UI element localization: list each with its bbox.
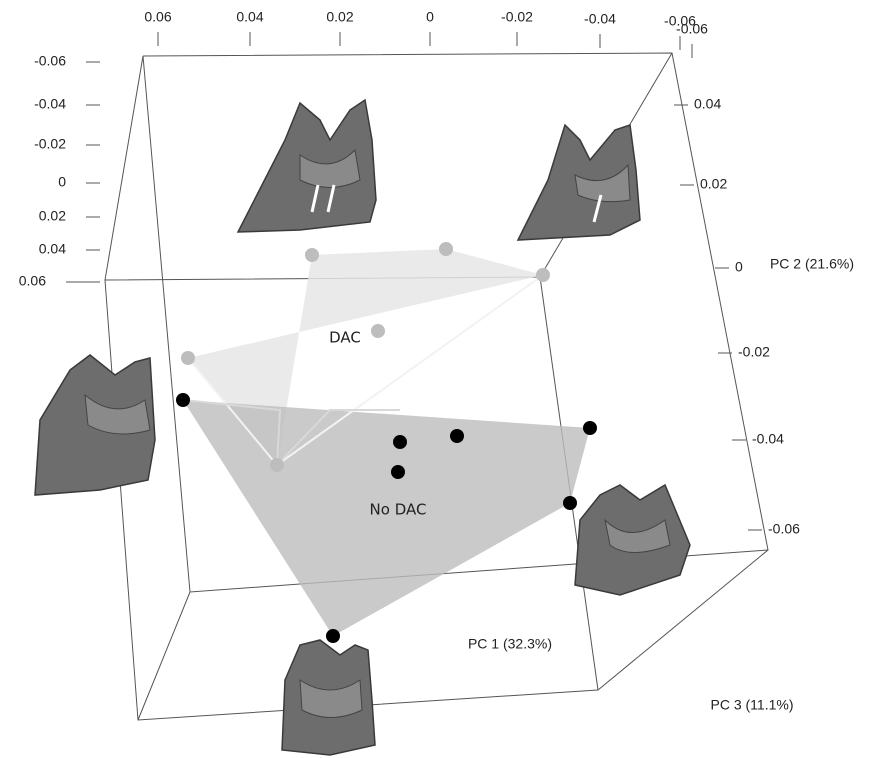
tick-label: -0.02 (501, 9, 533, 25)
tick-label: 0.02 (326, 9, 353, 25)
tick-label: -0.06 (34, 53, 66, 69)
tick-label: 0 (735, 259, 743, 275)
group-label: DAC (329, 329, 361, 347)
tick-label: -0.04 (34, 96, 66, 112)
tick-label: -0.02 (738, 344, 770, 360)
axis-label: PC 3 (11.1%) (711, 697, 794, 713)
tick-label: 0.04 (694, 96, 721, 112)
tick-label: 0.02 (700, 176, 727, 192)
points-no-dac (176, 393, 597, 643)
group-label: No DAC (370, 501, 427, 519)
tick-label: 0.06 (144, 9, 171, 25)
tick-label: -0.04 (584, 11, 616, 27)
tick-label: 0.04 (236, 9, 263, 25)
tick-label: -0.02 (34, 136, 66, 152)
tick-label: -0.06 (768, 521, 800, 537)
box-edges (104, 52, 769, 721)
hulls (182, 249, 590, 636)
tick-label: 0.06 (19, 273, 46, 289)
tick-label: -0.04 (752, 431, 784, 447)
tick-label: 0.04 (39, 241, 66, 257)
tick-label: -0.06 (664, 13, 696, 29)
tick-label: -0.06 (676, 21, 708, 37)
tick-label: 0.02 (39, 208, 66, 224)
axis-label: PC 1 (32.3%) (468, 636, 552, 652)
teeth (34, 98, 691, 756)
tick-label: 0 (58, 174, 66, 190)
tick-label: 0 (426, 9, 434, 25)
axis-label: PC 2 (21.6%) (770, 256, 854, 272)
points-dac (181, 242, 550, 472)
